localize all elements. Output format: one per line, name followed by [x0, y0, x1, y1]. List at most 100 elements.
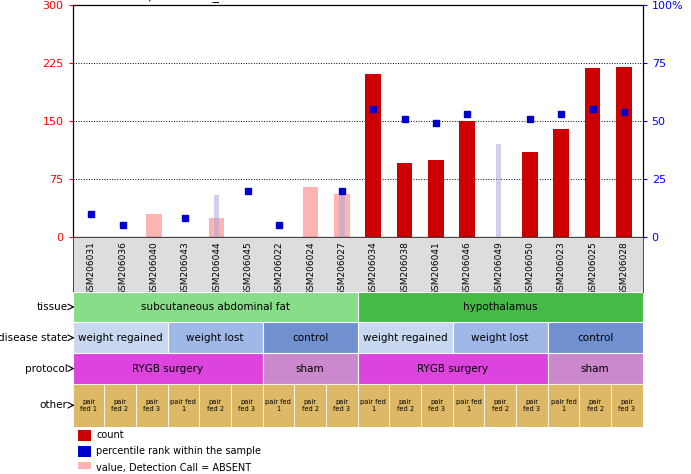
Text: GSM206050: GSM206050	[525, 241, 534, 296]
Text: other: other	[40, 400, 68, 410]
Bar	[516, 384, 547, 427]
Text: pair fed
1: pair fed 1	[171, 399, 196, 412]
Text: percentile rank within the sample: percentile rank within the sample	[97, 447, 261, 456]
Text: pair
fed 3: pair fed 3	[143, 399, 160, 412]
Text: GSM206049: GSM206049	[494, 241, 503, 296]
Bar	[358, 353, 547, 384]
Bar	[358, 322, 453, 353]
Text: GSM206046: GSM206046	[463, 241, 472, 296]
Bar	[167, 322, 263, 353]
Text: GSM206044: GSM206044	[212, 241, 221, 296]
Bar	[334, 194, 350, 237]
Text: pair
fed 3: pair fed 3	[618, 399, 635, 412]
Text: GSM206040: GSM206040	[149, 241, 158, 296]
Bar	[453, 322, 547, 353]
Bar	[263, 322, 358, 353]
Bar	[73, 292, 358, 322]
Text: pair fed
1: pair fed 1	[265, 399, 292, 412]
Text: GDS2956 / 1382145_at: GDS2956 / 1382145_at	[86, 0, 232, 2]
Text: GSM206031: GSM206031	[87, 241, 96, 296]
Text: pair fed
1: pair fed 1	[551, 399, 576, 412]
Text: pair
fed 3: pair fed 3	[428, 399, 445, 412]
Text: GSM206028: GSM206028	[619, 241, 628, 296]
Text: tissue: tissue	[37, 302, 68, 312]
Text: pair
fed 2: pair fed 2	[301, 399, 319, 412]
Bar	[453, 384, 484, 427]
Text: sham: sham	[581, 364, 609, 374]
Bar	[146, 214, 162, 237]
Bar	[78, 446, 91, 457]
Bar	[496, 144, 501, 237]
Text: hypothalamus: hypothalamus	[463, 302, 538, 312]
Text: disease state: disease state	[0, 333, 68, 343]
Text: pair
fed 2: pair fed 2	[111, 399, 129, 412]
Text: protocol: protocol	[25, 364, 68, 374]
Text: GSM206023: GSM206023	[557, 241, 566, 296]
Bar	[303, 187, 319, 237]
Text: value, Detection Call = ABSENT: value, Detection Call = ABSENT	[97, 463, 252, 473]
Bar	[209, 218, 225, 237]
Bar	[585, 68, 600, 237]
Text: GSM206024: GSM206024	[306, 241, 315, 296]
Bar	[428, 160, 444, 237]
Text: GSM206025: GSM206025	[588, 241, 597, 296]
Bar	[366, 74, 381, 237]
Bar	[73, 322, 167, 353]
Text: GSM206027: GSM206027	[337, 241, 346, 296]
Text: pair fed
1: pair fed 1	[455, 399, 482, 412]
Bar	[263, 353, 358, 384]
Text: RYGB surgery: RYGB surgery	[417, 364, 488, 374]
Bar	[73, 353, 263, 384]
Text: RYGB surgery: RYGB surgery	[132, 364, 203, 374]
Text: count: count	[97, 430, 124, 440]
Bar	[547, 322, 643, 353]
Text: control: control	[577, 333, 614, 343]
Bar	[421, 384, 453, 427]
Bar	[167, 384, 199, 427]
Bar	[104, 384, 136, 427]
Text: subcutaneous abdominal fat: subcutaneous abdominal fat	[140, 302, 290, 312]
Text: weight lost: weight lost	[471, 333, 529, 343]
Bar	[616, 67, 632, 237]
Text: pair fed
1: pair fed 1	[361, 399, 386, 412]
Text: weight lost: weight lost	[187, 333, 244, 343]
Bar	[579, 384, 611, 427]
Text: GSM206043: GSM206043	[181, 241, 190, 296]
Bar	[263, 384, 294, 427]
Text: GSM206041: GSM206041	[431, 241, 440, 296]
Bar	[547, 384, 579, 427]
Bar	[397, 164, 413, 237]
Text: pair
fed 2: pair fed 2	[207, 399, 224, 412]
Bar	[358, 292, 643, 322]
Bar	[78, 462, 91, 473]
Text: GSM206034: GSM206034	[369, 241, 378, 296]
Bar	[339, 195, 345, 237]
Text: GSM206045: GSM206045	[243, 241, 252, 296]
Bar	[199, 384, 231, 427]
Bar	[326, 384, 358, 427]
Text: control: control	[292, 333, 328, 343]
Bar	[389, 384, 421, 427]
Text: GSM206038: GSM206038	[400, 241, 409, 296]
Text: pair
fed 2: pair fed 2	[491, 399, 509, 412]
Text: GSM206036: GSM206036	[118, 241, 127, 296]
Bar	[294, 384, 326, 427]
Bar	[522, 152, 538, 237]
Text: sham: sham	[296, 364, 324, 374]
Bar	[214, 195, 219, 237]
Text: pair
fed 1: pair fed 1	[80, 399, 97, 412]
Text: pair
fed 3: pair fed 3	[333, 399, 350, 412]
Bar	[358, 384, 389, 427]
Bar	[547, 353, 643, 384]
Bar	[231, 384, 263, 427]
Bar	[611, 384, 643, 427]
Bar	[73, 384, 104, 427]
Text: pair
fed 3: pair fed 3	[523, 399, 540, 412]
Text: pair
fed 2: pair fed 2	[587, 399, 604, 412]
Text: pair
fed 2: pair fed 2	[397, 399, 414, 412]
Text: weight regained: weight regained	[363, 333, 447, 343]
Bar	[460, 121, 475, 237]
Bar	[484, 384, 516, 427]
Text: GSM206022: GSM206022	[275, 241, 284, 296]
Bar	[136, 384, 167, 427]
